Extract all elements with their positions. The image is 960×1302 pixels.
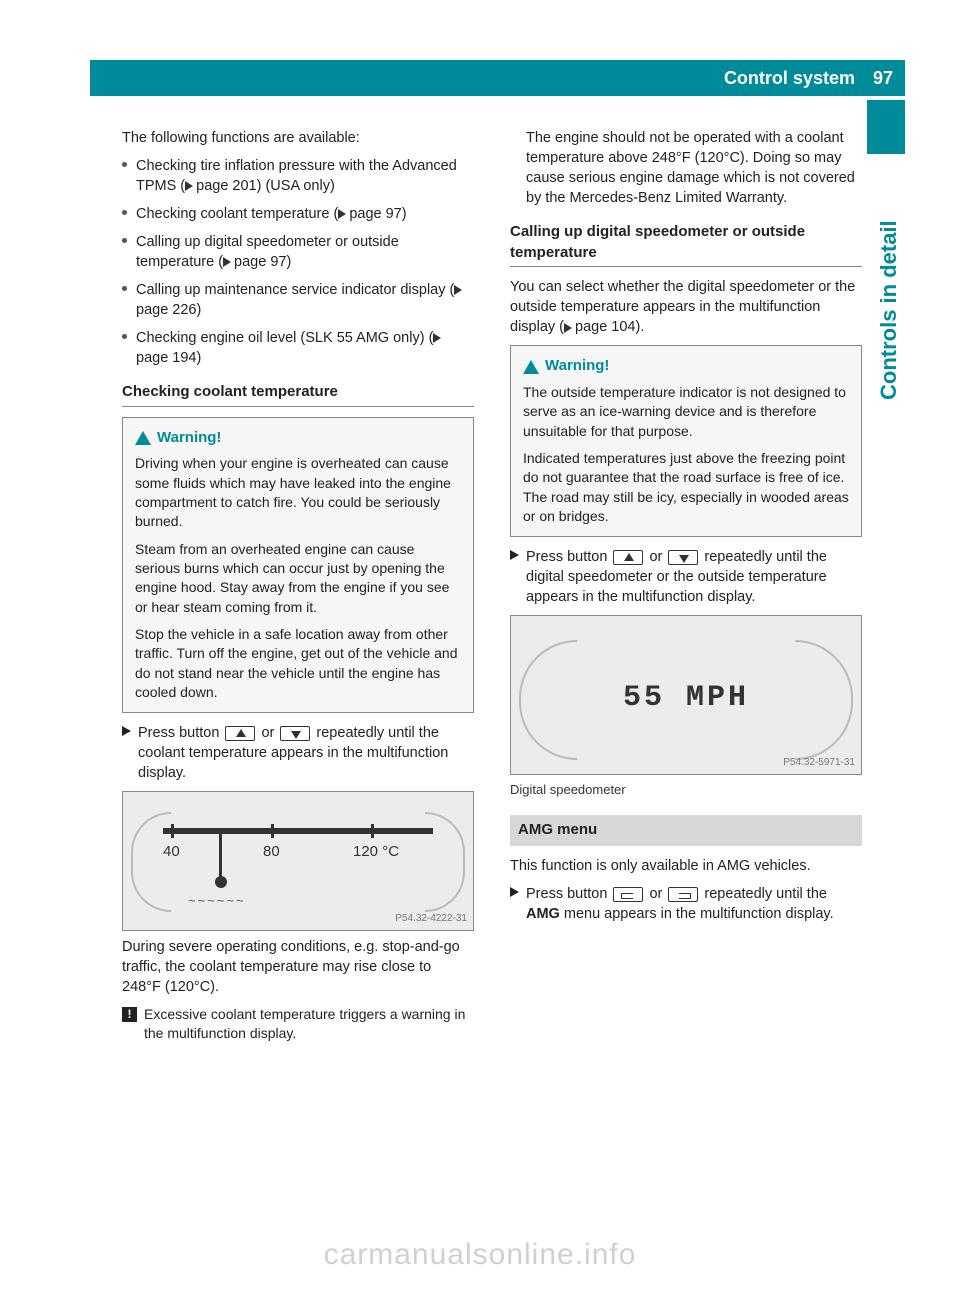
instruction-step: Press button or repeatedly until the dig… bbox=[510, 547, 862, 607]
content-area: The following functions are available: C… bbox=[122, 128, 862, 1044]
list-item: Calling up maintenance service indicator… bbox=[122, 280, 474, 320]
warning-box: Warning! The outside temperature indicat… bbox=[510, 345, 862, 537]
warning-text: The outside temperature indicator is not… bbox=[523, 383, 849, 441]
header-title: Control system bbox=[724, 68, 855, 89]
page-ref-icon bbox=[338, 209, 346, 219]
side-section-label: Controls in detail bbox=[876, 180, 902, 440]
speedometer-value: 55 MPH bbox=[511, 678, 861, 719]
page-ref-icon bbox=[564, 323, 572, 333]
list-item: Checking engine oil level (SLK 55 AMG on… bbox=[122, 328, 474, 368]
page-ref-icon bbox=[433, 333, 441, 343]
gauge-label: 80 bbox=[263, 842, 280, 863]
coolant-gauge-figure: 40 80 120 °C ~~~~~~ P54.32-4222-31 bbox=[122, 791, 474, 931]
step-marker-icon bbox=[510, 887, 519, 897]
intro-text: The following functions are available: bbox=[122, 128, 474, 148]
button-prev-icon bbox=[613, 887, 643, 902]
list-item: Calling up digital speedometer or outsid… bbox=[122, 232, 474, 272]
button-up-icon bbox=[225, 726, 255, 741]
gauge-arc bbox=[425, 812, 465, 912]
button-down-icon bbox=[280, 726, 310, 741]
warning-icon bbox=[135, 431, 151, 445]
warning-text: Steam from an overheated engine can caus… bbox=[135, 540, 461, 617]
gauge-tick bbox=[271, 824, 274, 838]
body-text: You can select whether the digital speed… bbox=[510, 277, 862, 337]
note-icon: ! bbox=[122, 1007, 137, 1022]
speedometer-figure: 55 MPH P54.32-5971-31 bbox=[510, 615, 862, 775]
gauge-tick bbox=[171, 824, 174, 838]
body-text: This function is only available in AMG v… bbox=[510, 856, 862, 876]
instruction-step: Press button or repeatedly until the AMG… bbox=[510, 884, 862, 924]
gauge-tick bbox=[371, 824, 374, 838]
body-text: During severe operating conditions, e.g.… bbox=[122, 937, 474, 997]
instruction-step: Press button or repeatedly until the coo… bbox=[122, 723, 474, 783]
function-list: Checking tire inflation pressure with th… bbox=[122, 156, 474, 368]
figure-tag: P54.32-5971-31 bbox=[783, 756, 855, 770]
button-next-icon bbox=[668, 887, 698, 902]
gauge-label: 40 bbox=[163, 842, 180, 863]
warning-icon bbox=[523, 360, 539, 374]
figure-caption: Digital speedometer bbox=[510, 781, 862, 799]
right-column: The engine should not be operated with a… bbox=[510, 128, 862, 1044]
warning-text: Indicated temperatures just above the fr… bbox=[523, 449, 849, 526]
list-item: Checking tire inflation pressure with th… bbox=[122, 156, 474, 196]
button-up-icon bbox=[613, 550, 643, 565]
gauge-label: 120 °C bbox=[353, 842, 399, 863]
section-heading-speedo: Calling up digital speedometer or outsid… bbox=[510, 222, 862, 267]
page: Control system 97 Controls in detail The… bbox=[0, 0, 960, 1302]
page-ref-icon bbox=[223, 257, 231, 267]
warning-text: Stop the vehicle in a safe location away… bbox=[135, 625, 461, 702]
left-column: The following functions are available: C… bbox=[122, 128, 474, 1044]
side-tab bbox=[867, 100, 905, 154]
warning-title: Warning! bbox=[135, 428, 461, 449]
page-number: 97 bbox=[873, 68, 893, 89]
list-item: Checking coolant temperature (page 97) bbox=[122, 204, 474, 224]
page-ref-icon bbox=[454, 285, 462, 295]
figure-tag: P54.32-4222-31 bbox=[395, 912, 467, 926]
warning-title: Warning! bbox=[523, 356, 849, 377]
warning-box: Warning! Driving when your engine is ove… bbox=[122, 417, 474, 713]
gauge-scale bbox=[163, 828, 433, 834]
section-heading-amg: AMG menu bbox=[510, 815, 862, 846]
watermark: carmanualsonline.info bbox=[0, 1238, 960, 1272]
gauge-wave-icon: ~~~~~~ bbox=[188, 892, 246, 910]
warning-text: Driving when your engine is overheated c… bbox=[135, 454, 461, 531]
gauge-needle bbox=[219, 834, 222, 878]
note: ! Excessive coolant temperature triggers… bbox=[122, 1005, 474, 1044]
step-marker-icon bbox=[122, 726, 131, 736]
page-ref-icon bbox=[185, 181, 193, 191]
button-down-icon bbox=[668, 550, 698, 565]
header-bar: Control system 97 bbox=[90, 60, 905, 96]
body-text: The engine should not be operated with a… bbox=[510, 128, 862, 208]
section-heading-coolant: Checking coolant temperature bbox=[122, 382, 474, 407]
gauge-bulb bbox=[215, 876, 227, 888]
step-marker-icon bbox=[510, 550, 519, 560]
